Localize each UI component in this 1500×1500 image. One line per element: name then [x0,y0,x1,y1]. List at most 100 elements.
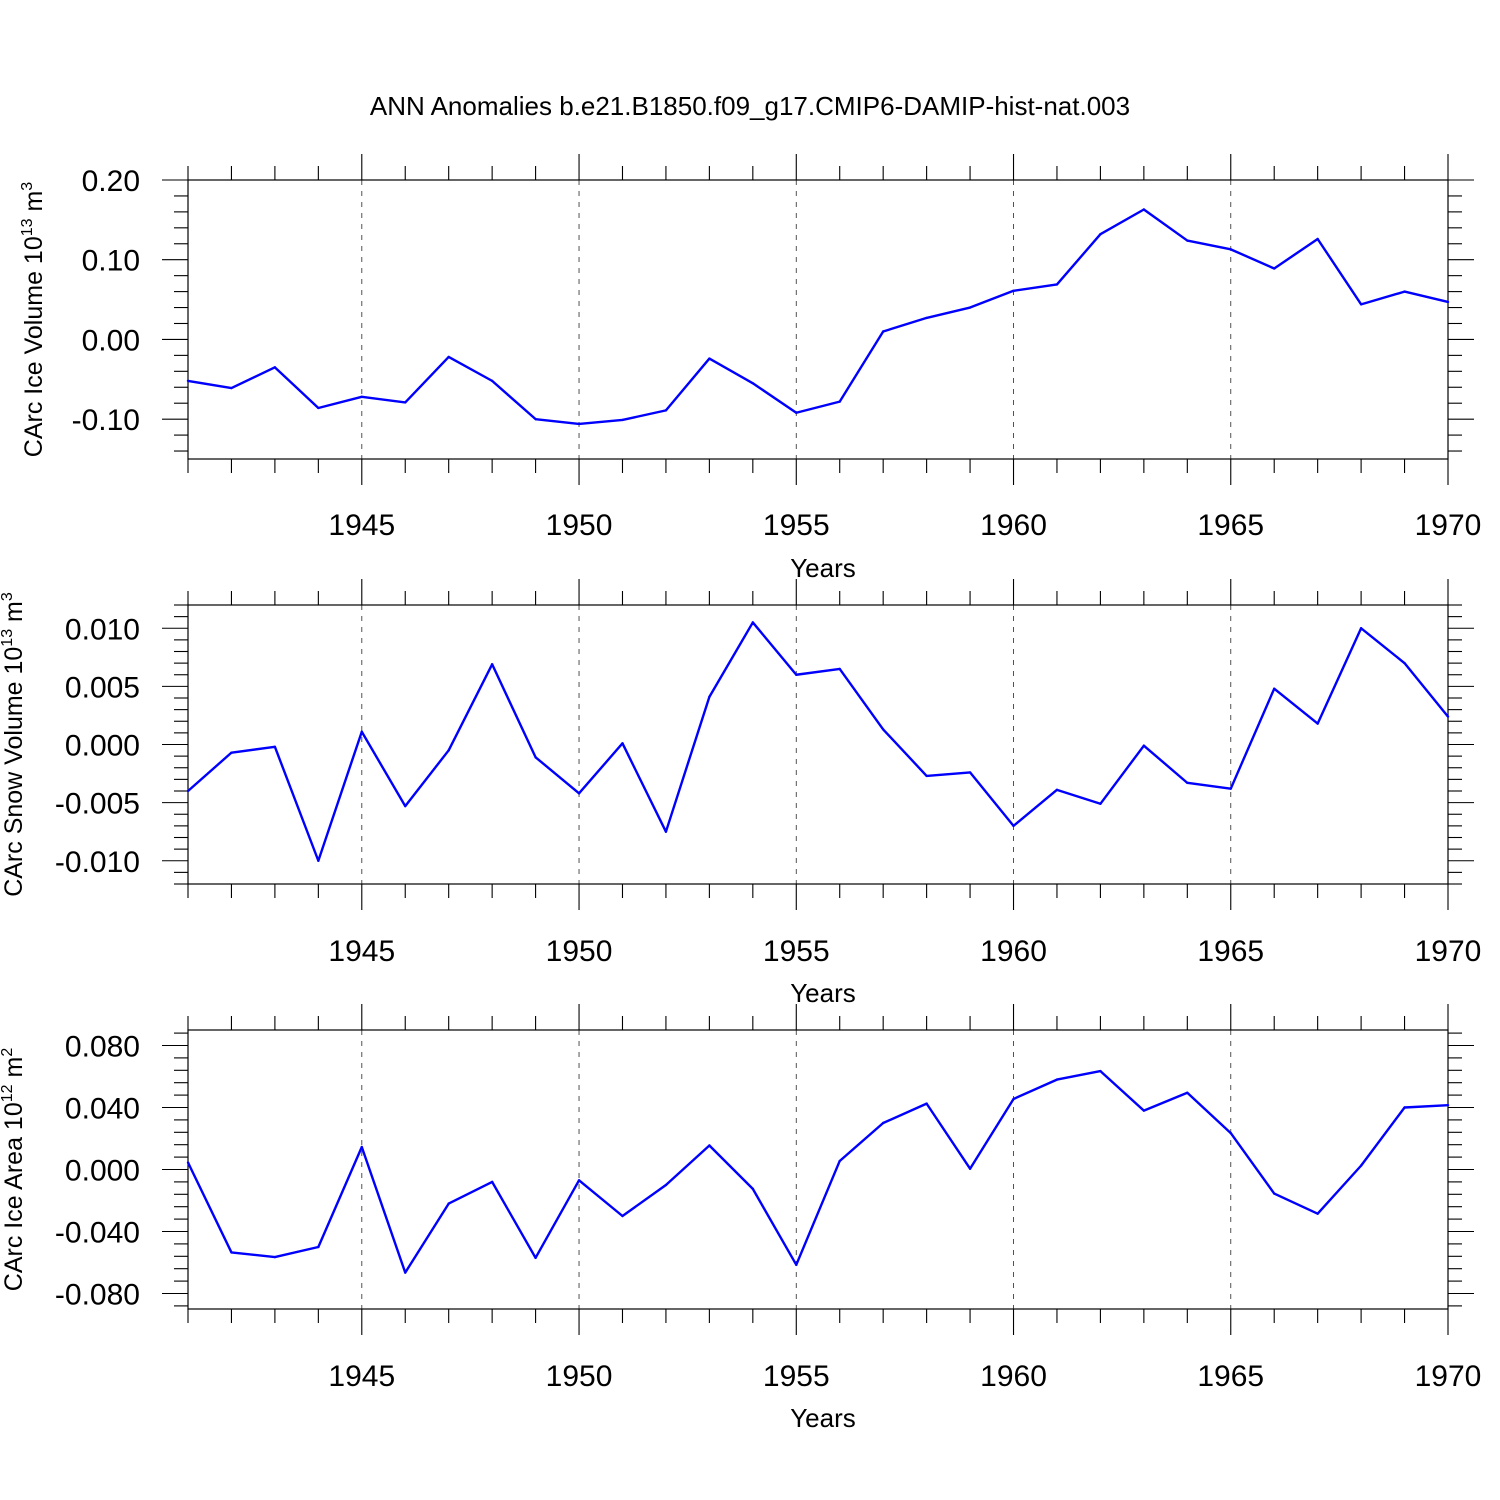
data-point [1142,744,1146,747]
data-point [360,395,363,399]
data-point [795,411,798,414]
panel-1: -0.10 0.00 0.10 0.20 1945 1950 1955 1960 1965 197… [19,154,1481,583]
x-tick-label: 1970 [1415,1360,1482,1393]
y-tick-label: 0.00 [82,324,140,357]
data-point [621,1214,624,1218]
data-point [881,1121,885,1125]
data-point [490,1180,494,1184]
data-point [968,306,972,309]
data-point [534,1256,537,1260]
x-tick-label: 1970 [1415,935,1482,968]
y-axis-label-part: CArc Snow Volume 10 [0,647,28,897]
y-axis-label-part: m [0,601,28,629]
data-point [925,316,928,320]
data-point [1055,283,1059,286]
x-tick-label: 1965 [1197,509,1264,542]
data-point [1446,1103,1450,1107]
data-point [447,749,450,752]
y-tick-label: -0.040 [55,1217,140,1250]
data-point [577,1179,581,1182]
data-point [664,830,668,833]
y-axis-label-superscript: 12 [0,1084,16,1102]
data-point [751,621,755,624]
data-point [230,751,233,754]
series-line [187,621,1449,862]
y-tick-label: 0.10 [82,245,140,278]
data-point [838,400,841,403]
data-point [230,1251,233,1254]
data-point [838,1159,841,1163]
x-tick-label: 1945 [328,1360,395,1393]
data-point [1099,1069,1102,1073]
y-axis-label-part: CArc Ice Area 10 [0,1102,28,1291]
data-point [621,418,624,422]
data-point [1359,627,1363,630]
data-point [1055,788,1059,792]
y-tick-label: 0.040 [65,1093,140,1126]
data-point [186,379,190,383]
x-tick-label: 1965 [1197,1360,1264,1393]
data-point [1055,1078,1059,1081]
data-point [404,1271,407,1274]
x-axis-label: Years [790,553,856,583]
data-point [1403,1106,1406,1109]
data-point [708,357,711,360]
plot-frame [187,1029,1449,1310]
x-tick-label: 1955 [763,935,830,968]
data-point [1229,787,1232,790]
plot-frame [187,179,1449,460]
y-tick-label: 0.010 [65,613,140,646]
data-point [1273,687,1276,690]
data-point [708,695,711,699]
y-axis-label: CArc Ice Area 1012 m2 [0,1048,28,1292]
data-point [1186,781,1189,785]
x-tick-label: 1950 [546,935,613,968]
x-tick-label: 1965 [1197,935,1264,968]
data-point [1316,237,1319,241]
y-axis-label-part: CArc Ice Volume 10 [20,236,48,457]
x-tick-label: 1960 [980,935,1047,968]
series-line [187,208,1449,426]
data-point [1142,1109,1146,1112]
y-tick-label: 0.000 [65,1155,140,1188]
data-point [577,792,581,795]
data-point [490,663,494,666]
data-point [968,1167,972,1170]
panels: -0.10 0.00 0.10 0.20 1945 1950 1955 1960 1965 197… [0,154,1481,1433]
y-axis-label-superscript: 3 [0,592,16,601]
data-point [1012,289,1015,293]
x-tick-label: 1950 [546,509,613,542]
data-point [925,774,928,778]
y-axis-label-superscript: 13 [19,218,36,236]
y-axis-label-superscript: 2 [0,1048,16,1057]
data-point [447,1202,450,1205]
data-point [1316,1212,1319,1215]
y-tick-label: 0.000 [65,730,140,763]
x-axis-label: Years [790,1403,856,1433]
data-point [1186,239,1189,242]
data-point [490,379,494,383]
data-point [1273,267,1276,270]
data-point [360,730,363,733]
data-point [1403,290,1406,293]
data-point [881,330,885,333]
y-axis-label: CArc Snow Volume 1013 m3 [0,592,28,897]
data-point [968,771,972,774]
data-point [360,1145,363,1149]
data-point [751,382,755,385]
plot-frame [187,604,1449,885]
data-point [577,422,581,426]
data-point [317,406,320,410]
data-point [447,355,450,359]
x-tick-label: 1955 [763,1360,830,1393]
data-point [1446,300,1450,304]
data-point [230,386,233,390]
y-tick-label: 0.080 [65,1031,140,1064]
y-axis-label-superscript: 13 [0,629,16,647]
x-tick-label: 1945 [328,509,395,542]
panel-3: -0.080 -0.040 0.000 0.040 0.080 1945 1950 1955 1… [0,1004,1481,1433]
x-axis-label: Years [790,978,856,1008]
data-point [1186,1091,1189,1094]
data-point [795,1263,798,1267]
data-point [881,728,885,731]
